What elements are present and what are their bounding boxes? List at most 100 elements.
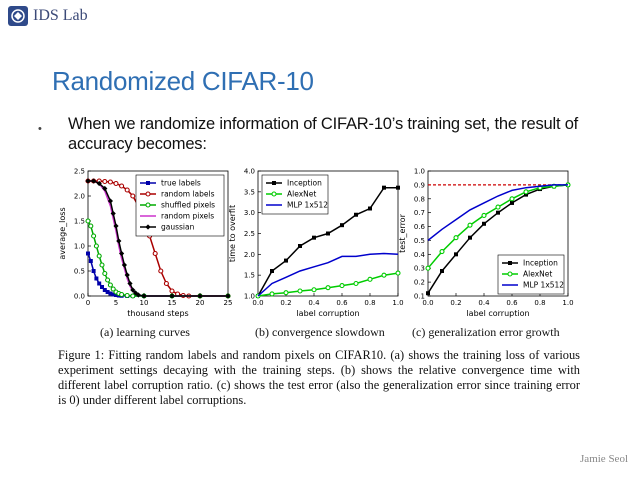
data-point — [197, 293, 203, 299]
data-point — [454, 252, 458, 257]
data-point — [102, 270, 108, 277]
data-point — [124, 292, 130, 299]
data-point — [482, 221, 486, 226]
data-point — [158, 268, 164, 274]
data-point — [284, 258, 288, 263]
legend-label: Inception — [523, 259, 558, 268]
x-tick-label: 0.0 — [252, 299, 263, 307]
data-point — [86, 251, 90, 256]
x-tick-label: 1.0 — [392, 299, 403, 307]
data-point — [283, 290, 289, 296]
data-point — [326, 231, 330, 236]
legend-marker — [272, 181, 276, 185]
series-alexnet — [255, 270, 401, 299]
x-tick-label: 1.0 — [562, 299, 573, 307]
data-point — [121, 262, 127, 268]
data-point — [325, 285, 331, 291]
generalization-error-chart: 0.0 0.2 0.4 0.6 0.8 1.0 0.1 0.2 0.3 0.4 0.5 0.6 0.7 0… — [398, 168, 574, 319]
data-point — [312, 235, 316, 240]
x-tick-label: 0.6 — [336, 299, 348, 307]
data-point — [91, 269, 96, 273]
axes-group: 0.0 0.2 0.4 0.6 0.8 1.0 1.0 1.5 2.0 2.5 3.0 3.5 4.0 l… — [228, 168, 404, 319]
series-mlp-1x512 — [427, 184, 568, 241]
data-point — [94, 276, 99, 281]
y-tick-label: 2.0 — [74, 193, 85, 201]
data-point — [110, 286, 116, 292]
data-point — [467, 222, 473, 228]
y-tick-label: 3.5 — [244, 188, 255, 196]
data-point — [311, 287, 317, 293]
y-tick-label: 4.0 — [244, 168, 255, 176]
series-line — [427, 184, 568, 241]
data-point — [85, 218, 91, 224]
x-tick-label: 25 — [224, 299, 233, 307]
data-point — [509, 196, 515, 202]
legend: Inception AlexNet MLP 1x512 — [261, 174, 328, 215]
legend-marker — [271, 191, 277, 197]
x-tick-label: 0.8 — [364, 299, 375, 307]
data-point — [96, 253, 102, 259]
data-point — [495, 204, 501, 210]
data-point — [111, 292, 116, 297]
data-point — [130, 293, 136, 299]
data-point — [85, 178, 91, 184]
legend-label: random labels — [161, 190, 215, 199]
data-point — [141, 293, 147, 299]
axes-group: 0.0 0.2 0.4 0.6 0.8 1.0 0.1 0.2 0.3 0.4 0.5 0.6 0.7 0… — [398, 168, 574, 319]
y-tick-label: 3.0 — [244, 209, 255, 217]
y-tick-label: 2.5 — [244, 230, 255, 238]
y-tick-label: 1.5 — [74, 218, 85, 226]
y-tick-label: 0.9 — [414, 181, 425, 189]
data-point — [523, 189, 529, 195]
data-point — [113, 180, 119, 187]
series-alexnet — [425, 182, 571, 271]
x-tick-label: 10 — [140, 299, 149, 307]
legend-label: shuffled pixels — [161, 201, 215, 210]
bullet-marker: • — [38, 123, 42, 135]
y-tick-label: 0.3 — [414, 265, 425, 273]
series-mlp-1x512 — [257, 252, 399, 297]
learning-curves-chart: 0 5 10 15 20 25 0.0 0.5 1.0 1.5 2.0 2.5 thousand ste… — [58, 168, 233, 319]
data-point — [496, 210, 500, 215]
data-point — [113, 223, 119, 229]
data-point — [99, 262, 105, 268]
x-tick-label: 0.4 — [478, 299, 490, 307]
data-point — [102, 185, 108, 192]
y-tick-label: 2.5 — [74, 168, 85, 176]
legend-label: AlexNet — [523, 270, 552, 279]
convergence-slowdown-chart: 0.0 0.2 0.4 0.6 0.8 1.0 1.0 1.5 2.0 2.5 3.0 3.5 4.0 l… — [228, 168, 404, 319]
y-tick-label: 2.0 — [244, 251, 255, 259]
bullet-text: When we randomize information of CIFAR-1… — [68, 115, 579, 153]
y-axis-label: average_loss — [58, 207, 67, 259]
x-tick-label: 0.2 — [280, 299, 291, 307]
data-point — [367, 276, 373, 282]
data-point — [163, 280, 169, 287]
data-point — [124, 187, 130, 193]
data-point — [119, 291, 125, 298]
series-true-labels — [86, 251, 230, 298]
legend-marker — [507, 271, 513, 277]
data-point — [105, 290, 110, 294]
legend-marker — [146, 181, 150, 185]
data-point — [130, 287, 136, 293]
y-tick-label: 0.6 — [414, 223, 426, 231]
data-point — [426, 291, 430, 296]
data-point — [468, 235, 472, 240]
data-point — [107, 282, 113, 288]
x-tick-label: 5 — [114, 299, 118, 307]
y-tick-label: 0.5 — [414, 237, 425, 245]
x-axis-label: label corruption — [466, 309, 529, 318]
data-point — [354, 212, 358, 217]
data-point — [107, 198, 113, 204]
series-gaussian — [85, 178, 231, 299]
y-tick-label: 0.4 — [414, 251, 426, 259]
data-point — [124, 272, 130, 278]
x-tick-label: 0.8 — [534, 299, 545, 307]
data-point — [130, 193, 136, 199]
y-tick-label: 1.0 — [244, 293, 255, 301]
data-point — [116, 238, 122, 244]
data-point — [96, 180, 102, 187]
y-tick-label: 0.7 — [414, 209, 425, 217]
data-point — [396, 185, 400, 190]
data-point — [169, 293, 175, 299]
